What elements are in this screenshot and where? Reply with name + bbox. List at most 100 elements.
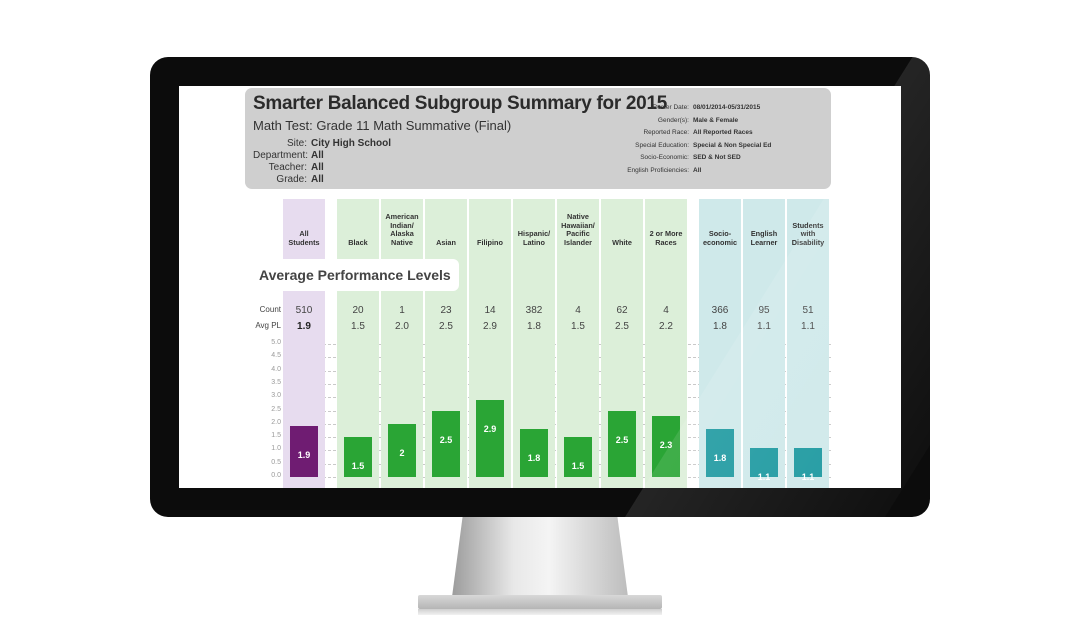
subgroup-label: Native Hawaiian/ Pacific Islander xyxy=(561,212,595,247)
filter-value: 08/01/2014-05/31/2015 xyxy=(693,104,761,111)
y-tick-label: 1.0 xyxy=(271,445,281,453)
filter-value: All xyxy=(693,166,702,174)
y-tick-label: 5.0 xyxy=(271,339,281,346)
count-value: 23 xyxy=(440,305,452,316)
bar: 1.8 xyxy=(520,429,548,477)
subgroup-label: Black xyxy=(348,237,368,247)
bar: 1.8 xyxy=(706,429,734,477)
count-value: 4 xyxy=(663,305,669,316)
meta-department: Department: All xyxy=(253,150,391,162)
bar-data-label: 2.9 xyxy=(483,423,497,434)
subgroup-label: Hispanic/ Latino xyxy=(517,229,551,247)
subgroup-label: Asian xyxy=(436,237,456,247)
filter-value: All Reported Races xyxy=(693,129,753,136)
avg-pl-value: 1.1 xyxy=(757,321,771,332)
subgroup-label: American Indian/ Alaska Native xyxy=(385,212,419,247)
subgroup-column: Students with Disability 51 1.1 xyxy=(787,199,829,488)
bar-data-label: 1.5 xyxy=(351,461,365,472)
section-label-avg-performance: Average Performance Levels xyxy=(249,259,459,291)
filter-key: Special Education: xyxy=(635,141,689,149)
bar: 2.5 xyxy=(608,410,636,477)
count-value: 95 xyxy=(758,305,770,316)
bar: 1.5 xyxy=(344,437,372,477)
count-value: 1 xyxy=(399,305,405,316)
meta-key: Site: xyxy=(286,138,307,149)
subgroup-label: All Students xyxy=(288,229,320,247)
monitor-screen: Smarter Balanced Subgroup Summary for 20… xyxy=(179,86,901,488)
avg-pl-value: 2.2 xyxy=(659,321,673,332)
meta-value: All xyxy=(311,150,324,161)
subgroup-label: Socio-economic xyxy=(702,229,738,247)
y-tick-label: 1.5 xyxy=(271,432,281,440)
meta-teacher: Teacher: All xyxy=(253,162,391,174)
avg-pl-value: 1.8 xyxy=(713,321,727,332)
avg-pl-value: 2.0 xyxy=(395,321,409,332)
meta-value: All xyxy=(311,162,324,173)
avg-pl-value: 1.9 xyxy=(297,321,311,332)
meta-key: Department: xyxy=(253,150,309,161)
meta-grade: Grade: All xyxy=(253,174,391,186)
bar-data-label: 1.9 xyxy=(297,450,311,461)
count-value: 366 xyxy=(711,305,729,316)
bar-data-label: 2.5 xyxy=(439,434,453,445)
bar: 2.5 xyxy=(432,410,460,477)
count-value: 510 xyxy=(295,305,313,316)
y-tick-label: 4.5 xyxy=(271,352,281,360)
bar-data-label: 2 xyxy=(399,447,405,458)
bar-data-label: 1.1 xyxy=(801,471,815,482)
count-value: 20 xyxy=(352,305,364,316)
bar: 1.1 xyxy=(750,447,778,482)
filter-key: Gender(s): xyxy=(657,116,689,124)
report-filters: Roster Date: 08/01/2014-05/31/2015 Gende… xyxy=(539,102,793,177)
filter-value: Special & Non Special Ed xyxy=(693,141,772,149)
subgroup-label: Students with Disability xyxy=(791,220,825,247)
y-tick-label: 2.5 xyxy=(271,405,281,413)
filter-key: Reported Race: xyxy=(643,129,689,136)
meta-key: Teacher: xyxy=(268,162,307,173)
bar: 1.9 xyxy=(290,426,318,477)
bar: 1.1 xyxy=(794,447,822,482)
y-tick-label: 4.0 xyxy=(271,365,281,373)
count-value: 51 xyxy=(802,305,814,316)
y-tick-label: 0.5 xyxy=(271,458,281,466)
avg-pl-value: 1.5 xyxy=(571,321,585,332)
filter-race: Reported Race: All Reported Races xyxy=(539,127,793,140)
bar-data-label: 1.1 xyxy=(757,471,771,482)
report-title: Smarter Balanced Subgroup Summary for 20… xyxy=(253,93,667,114)
report-header: Smarter Balanced Subgroup Summary for 20… xyxy=(245,88,831,189)
count-value: 62 xyxy=(616,305,628,316)
bar: 2.3 xyxy=(652,415,680,477)
row-label-avg-pl: Avg PL xyxy=(255,321,281,330)
monitor-stand-base xyxy=(418,595,662,609)
subgroup-label: 2 or More Races xyxy=(649,229,683,247)
y-tick-label: 3.0 xyxy=(271,392,281,400)
filter-value: SED & Not SED xyxy=(693,154,741,161)
subgroup-label: English Learner xyxy=(750,229,778,247)
avg-pl-value: 2.5 xyxy=(615,321,629,332)
monitor-stand-shadow xyxy=(418,609,662,615)
subgroup-label: White xyxy=(612,237,632,247)
filter-key: Roster Date: xyxy=(652,104,690,111)
avg-pl-value: 1.1 xyxy=(801,321,815,332)
count-value: 4 xyxy=(575,305,581,316)
bar-data-label: 2.3 xyxy=(659,439,673,450)
bar-data-label: 1.8 xyxy=(527,453,541,464)
meta-site: Site: City High School xyxy=(253,138,391,150)
meta-key: Grade: xyxy=(276,174,307,185)
avg-pl-value: 2.9 xyxy=(483,321,497,332)
report-meta: Site: City High School Department: All T… xyxy=(253,138,391,186)
filter-socio-economic: Socio-Economic: SED & Not SED xyxy=(539,152,793,165)
bar-data-label: 1.5 xyxy=(571,461,585,472)
bar: 2.9 xyxy=(476,399,504,477)
avg-pl-value: 1.5 xyxy=(351,321,365,332)
count-value: 14 xyxy=(484,305,496,316)
y-tick-label: 0.0 xyxy=(271,472,281,479)
filter-key: Socio-Economic: xyxy=(640,154,689,161)
bar-data-label: 2.5 xyxy=(615,434,629,445)
monitor-stand-neck xyxy=(452,517,628,597)
subgroup-label: Filipino xyxy=(477,237,503,247)
bar: 2 xyxy=(388,423,416,477)
avg-pl-value: 2.5 xyxy=(439,321,453,332)
bar-data-label: 1.8 xyxy=(713,453,727,464)
meta-value: All xyxy=(311,174,324,185)
